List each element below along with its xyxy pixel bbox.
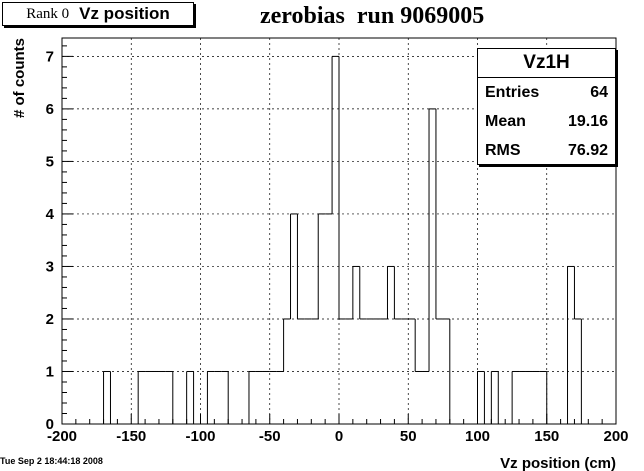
rank-label: Rank 0 (26, 5, 70, 22)
histogram-name-box: Rank 0 Vz position (2, 2, 194, 26)
stats-box: Vz1H Entries 64 Mean 19.16 RMS 76.92 (477, 48, 616, 165)
stats-value: 76.92 (567, 142, 608, 159)
x-axis-label: Vz position (cm) (500, 455, 616, 471)
chart-title: zerobias run 9069005 (260, 3, 485, 29)
y-axis-label: # of counts (11, 38, 28, 118)
x-tick-label: -150 (116, 428, 146, 445)
x-tick-label: -100 (185, 428, 215, 445)
stats-title: Vz1H (478, 49, 615, 78)
x-tick-label: 50 (400, 428, 417, 445)
stats-row-rms: RMS 76.92 (478, 136, 615, 165)
x-tick-label: 0 (335, 428, 343, 445)
y-tick-label: 4 (46, 206, 55, 223)
x-tick-label: 100 (465, 428, 490, 445)
stats-value: 19.16 (567, 113, 608, 130)
stats-row-mean: Mean 19.16 (478, 107, 615, 136)
y-tick-label: 2 (46, 311, 54, 328)
x-tick-label: -200 (47, 428, 77, 445)
y-tick-label: 3 (46, 258, 54, 275)
y-tick-label: 6 (46, 101, 54, 118)
histogram-name-label: Vz position (79, 4, 170, 23)
stats-row-entries: Entries 64 (478, 78, 615, 107)
x-tick-label: -50 (259, 428, 281, 445)
stats-label: Mean (485, 113, 526, 130)
y-tick-label: 0 (46, 416, 54, 433)
x-tick-label: 200 (603, 428, 628, 445)
stats-label: Entries (485, 84, 540, 101)
y-tick-label: 7 (46, 48, 54, 65)
timestamp-label: Tue Sep 2 18:44:18 2008 (0, 456, 103, 466)
y-tick-label: 1 (46, 363, 54, 380)
x-tick-label: 150 (534, 428, 559, 445)
stats-value: 64 (590, 84, 608, 101)
y-tick-label: 5 (46, 153, 54, 170)
stats-label: RMS (485, 142, 521, 159)
